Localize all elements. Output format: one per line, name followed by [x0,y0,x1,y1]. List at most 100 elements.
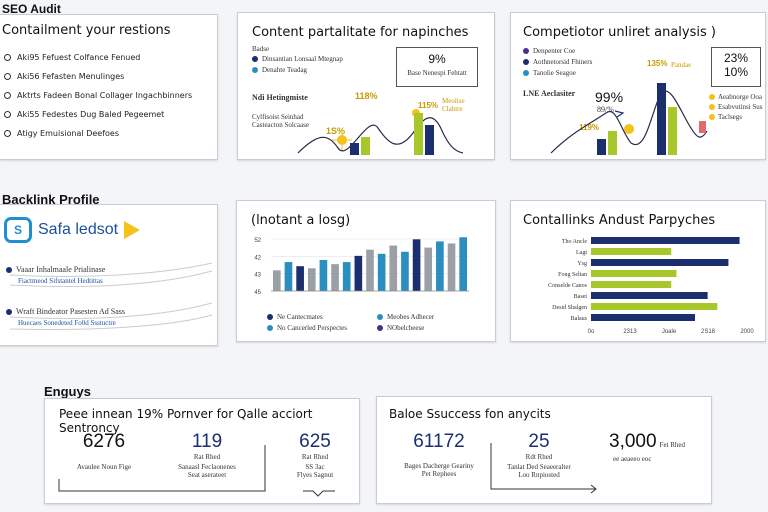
bar [668,107,677,155]
list-item[interactable]: Aktrts Fadeen Bonal Collager Ingachbinne… [4,91,192,100]
bar [424,247,433,291]
bar [591,314,695,321]
content-side-head: Ndi Hetingmiste [252,93,308,102]
stat-card: 6276 Avaulee Noun Fige [59,431,149,471]
legend-label: Aeabnorge Ooa [718,93,762,101]
seo-audit-subtitle: Contailment your restions [2,23,171,38]
competitor-legend: Denpenter Coe Aothnetorsid Fhiners Tanol… [523,47,592,77]
x-tick-label: 2313 [623,329,637,335]
stat-value: 625 [299,431,331,452]
y-tick-label: 43 [254,273,261,279]
stat-sub: Rat Rhed [301,453,329,461]
bar [597,139,606,155]
entry-head: Wraft Bindeator Pasesten Ad Sass [6,307,125,316]
bar [447,243,456,291]
radio-icon [4,130,11,137]
content-annotation: 115% [418,101,439,110]
list-item-label: Aktrts Fadeen Bonal Collager Ingachbinne… [17,91,193,100]
content-legend-head: Badse [252,45,270,53]
legend-item: Meobes Adhecer [377,313,487,321]
competitor-sparkle-icon [624,124,634,134]
legend-swatch [523,59,529,65]
legend-swatch [709,94,715,100]
engagement-left-panel: Peee innean 19% Pornver for Qalle accior… [44,398,360,504]
content-annotation: 118% [355,91,378,101]
legend-swatch [267,325,273,331]
legend-item: Denahte Teadag [252,66,343,74]
competitor-legend-right: Aeabnorge Ooa Esabvutinsi Sus Taclsegs [709,93,763,121]
backlink-entry: Wraft Bindeator Pasesten Ad Sass Huecaes… [6,307,125,327]
content-panel-title: Content partalitate for napinches [252,25,469,40]
content-legend: Dinsantian Lonsaal Mtegnap Denahte Teada… [252,55,343,74]
list-item[interactable]: Aki55 Fedestes Dug Baled Pegeemet [4,110,192,119]
list-item[interactable]: Aki56 Fefasten Menulinges [4,72,192,81]
engagement-left-heading: Peee innean 19% Pornver for Qalle accior… [59,407,313,435]
stat-label: SS 3ac [305,463,325,471]
bar [591,303,718,310]
legend-label: Aothnetorsid Fhiners [533,58,593,66]
y-tick-label: Ysg [577,261,587,267]
stat-label: Avaulee Noun Fige [76,463,132,471]
competitor-value-box: 23% 10% [711,47,761,87]
backlink-title: Backlink Profile [2,192,100,207]
contallinks-title: Contallinks Andust Parpyches [523,213,716,228]
stat-value: 3,000 [609,431,657,452]
legend-item: Aothnetorsid Fhiners [523,58,592,66]
y-tick-label: Tho Ancle [562,239,587,245]
bar [425,125,434,155]
stat-sub: Rat Rhed [193,453,221,461]
list-item[interactable]: Aki95 Fefuest Colfance Fenued [4,53,192,62]
legend-label: Esabvutinsi Sus [718,103,763,111]
bar [350,143,359,155]
links-chart: 52 42 43 45 [254,237,469,296]
bar [459,237,467,291]
stat-value: 61172 [413,431,465,452]
legend-label: No Cancerled Perspectes [277,324,347,332]
competitor-note: LNE Aeclasiter [523,89,576,98]
bar [366,249,374,291]
competitor-top-label: Pandae [671,61,692,69]
entry-sub: Huecaes Sonedeted Fo0d Ssstuctre [18,319,116,327]
stat-card: 625 Rat Rhed SS 3ac Flyes Sagnut [269,431,361,479]
bar [377,253,386,291]
content-panel: Content partalitate for napinches Badse … [237,12,495,160]
legend-item: Taclsegs [709,113,763,121]
bar [657,83,666,155]
legend-label: Dinsantian Lonsaal Mtegnap [262,55,343,63]
content-trend-line [297,117,464,154]
stat-card: 119 Rat Rhed Sanaasl Feclaonenes Seat as… [159,431,255,479]
x-tick-label: 0o [588,329,595,335]
legend-swatch [377,325,383,331]
seo-audit-title: SEO Audit [2,2,61,16]
list-item[interactable]: Atigy Emuisional Deefoes [4,129,192,138]
stat-label: Tanlat Ded Seaeeralter [507,463,571,471]
content-sparkle-icon [412,109,420,117]
stat-card: 61172 Bages Dacherge Geariny Pet Rephees [391,431,487,478]
bar [389,245,398,291]
bar [361,137,370,155]
y-tick-label: 52 [254,238,261,244]
links-legend: Ne Cantecmates Meobes Adhecer No Cancerl… [267,313,487,332]
backlink-logo: S Safa ledsot [4,217,141,243]
legend-swatch [252,67,258,73]
bar [354,255,363,291]
stat-label: ee aeaeeo eoc [613,455,652,463]
bar [591,259,729,266]
y-tick-label: Desid Shalgen [552,305,587,311]
legend-item: Esabvutinsi Sus [709,103,763,111]
bar [608,131,617,155]
y-tick-label: Lagt [576,250,587,256]
bar [319,260,328,291]
competitor-box-value: 10% [723,65,749,79]
y-tick-label: 45 [254,290,261,296]
bar [331,264,339,291]
legend-label: NObelcheese [387,324,425,332]
competitor-annotation: 119% [579,123,600,132]
bullet-icon [6,266,12,273]
legend-swatch [377,314,383,320]
seo-audit-panel: Contailment your restions Aki95 Fefuest … [0,14,218,160]
logo-icon: S [4,217,32,243]
play-icon [124,221,141,239]
legend-item: Tanolie Seagoe [523,69,592,77]
stat-value: 25 [528,431,550,452]
